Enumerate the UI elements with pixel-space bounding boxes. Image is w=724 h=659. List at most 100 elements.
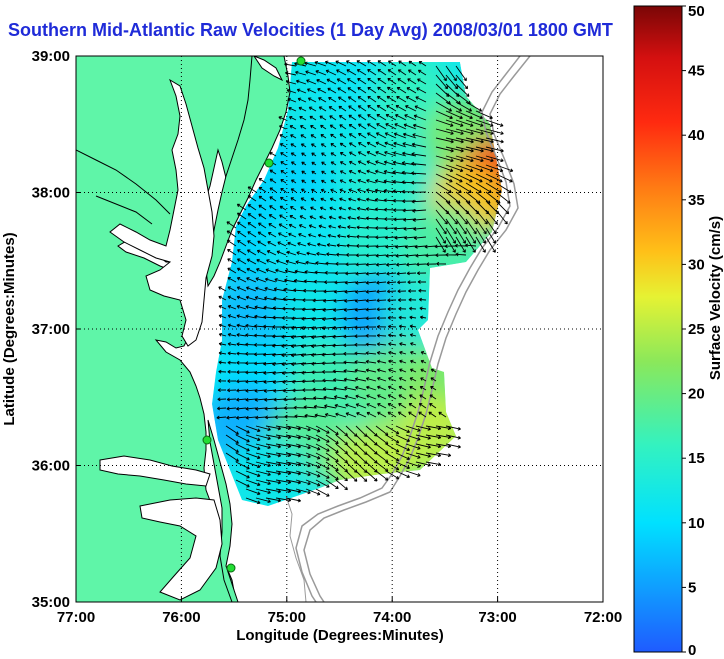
velocity-arrow: [365, 244, 377, 249]
velocity-arrow: [257, 240, 267, 247]
velocity-arrow: [330, 143, 337, 148]
velocity-arrow: [395, 253, 407, 258]
velocity-arrow: [354, 298, 367, 303]
velocity-arrow: [419, 386, 427, 391]
velocity-arrow: [321, 170, 327, 175]
velocity-arrow: [445, 101, 462, 112]
velocity-arrow: [278, 116, 287, 121]
velocity-arrow: [357, 179, 367, 184]
velocity-arrow: [258, 178, 267, 184]
x-tick-label: 76:00: [162, 609, 200, 626]
velocity-arrow: [266, 259, 277, 265]
velocity-arrow: [412, 133, 427, 139]
velocity-arrow: [424, 244, 437, 249]
velocity-cell: [339, 205, 424, 290]
velocity-arrow: [388, 377, 397, 382]
velocity-arrow: [358, 132, 367, 139]
velocity-arrow: [349, 151, 357, 157]
velocity-arrow: [285, 479, 302, 485]
velocity-arrow: [428, 411, 437, 418]
velocity-arrow: [365, 280, 377, 285]
velocity-arrow: [411, 161, 427, 166]
velocity-arrow: [227, 342, 237, 346]
velocity-arrow: [290, 134, 297, 139]
velocity-arrow: [298, 106, 307, 112]
velocity-arrow: [338, 206, 347, 211]
velocity-arrow: [387, 69, 397, 76]
velocity-arrow: [394, 235, 407, 240]
velocity-arrow: [385, 470, 400, 480]
velocity-arrow: [235, 479, 250, 488]
velocity-arrow: [414, 105, 427, 112]
velocity-arrow: [376, 104, 387, 112]
velocity-arrow: [226, 230, 237, 238]
velocity-arrow: [265, 452, 282, 458]
velocity-arrow: [335, 60, 347, 67]
velocity-arrow: [302, 396, 317, 401]
velocity-arrow: [236, 304, 247, 310]
velocity-arrow: [269, 196, 277, 202]
velocity-arrow: [465, 218, 477, 235]
velocity-arrow: [366, 403, 377, 409]
velocity-arrow: [365, 342, 377, 347]
velocity-arrow: [366, 188, 377, 193]
velocity-arrow: [227, 351, 237, 356]
velocity-arrow: [430, 377, 437, 382]
velocity-arrow: [398, 385, 407, 391]
velocity-arrow: [411, 171, 427, 176]
velocity-arrow: [354, 377, 367, 382]
velocity-arrow: [405, 452, 421, 459]
velocity-arrow: [401, 161, 417, 166]
velocity-arrow: [258, 204, 267, 211]
velocity-arrow: [367, 77, 377, 85]
velocity-arrow: [465, 209, 478, 225]
velocity-arrow: [417, 280, 427, 284]
velocity-arrow: [225, 434, 239, 444]
velocity-arrow: [327, 87, 337, 94]
velocity-arrow: [413, 227, 427, 231]
velocity-arrow: [315, 434, 330, 443]
velocity-arrow: [332, 317, 347, 322]
velocity-arrow: [285, 452, 302, 458]
velocity-arrow: [415, 443, 431, 449]
velocity-arrow: [345, 262, 357, 267]
velocity-arrow: [434, 244, 447, 249]
velocity-arrow: [343, 369, 357, 373]
velocity-arrow: [387, 385, 397, 391]
velocity-arrow: [387, 394, 397, 400]
velocity-arrow: [264, 415, 277, 420]
velocity-arrow: [285, 443, 302, 449]
velocity-arrow: [409, 394, 417, 400]
velocity-arrow: [366, 178, 377, 184]
velocity-arrow: [438, 411, 447, 418]
velocity-arrow: [395, 104, 407, 112]
velocity-arrow: [274, 415, 287, 420]
velocity-arrow: [388, 333, 397, 338]
velocity-arrow: [285, 434, 302, 440]
velocity-arrow: [435, 128, 454, 135]
velocity-arrow: [418, 61, 427, 67]
y-tick-label: 37:00: [32, 321, 70, 338]
velocity-arrow: [475, 155, 494, 163]
velocity-arrow: [347, 87, 357, 94]
velocity-arrow: [247, 204, 257, 211]
velocity-arrow: [328, 215, 337, 220]
velocity-arrow: [286, 250, 297, 256]
station-marker: [202, 435, 212, 445]
velocity-arrow: [226, 221, 237, 229]
colorbar-tick-label: 5: [688, 579, 696, 596]
velocity-arrow: [279, 143, 287, 148]
velocity-arrow: [330, 133, 337, 139]
potomac-river: [76, 149, 171, 215]
velocity-arrow: [405, 425, 421, 432]
velocity-arrow: [365, 216, 377, 221]
velocity-arrow: [307, 88, 317, 94]
velocity-arrow: [322, 387, 337, 391]
velocity-arrow: [407, 280, 417, 285]
velocity-arrow: [455, 155, 474, 163]
velocity-arrow: [314, 61, 327, 67]
velocity-arrow: [247, 222, 257, 229]
velocity-arrow: [485, 155, 504, 163]
velocity-arrow: [418, 288, 427, 293]
